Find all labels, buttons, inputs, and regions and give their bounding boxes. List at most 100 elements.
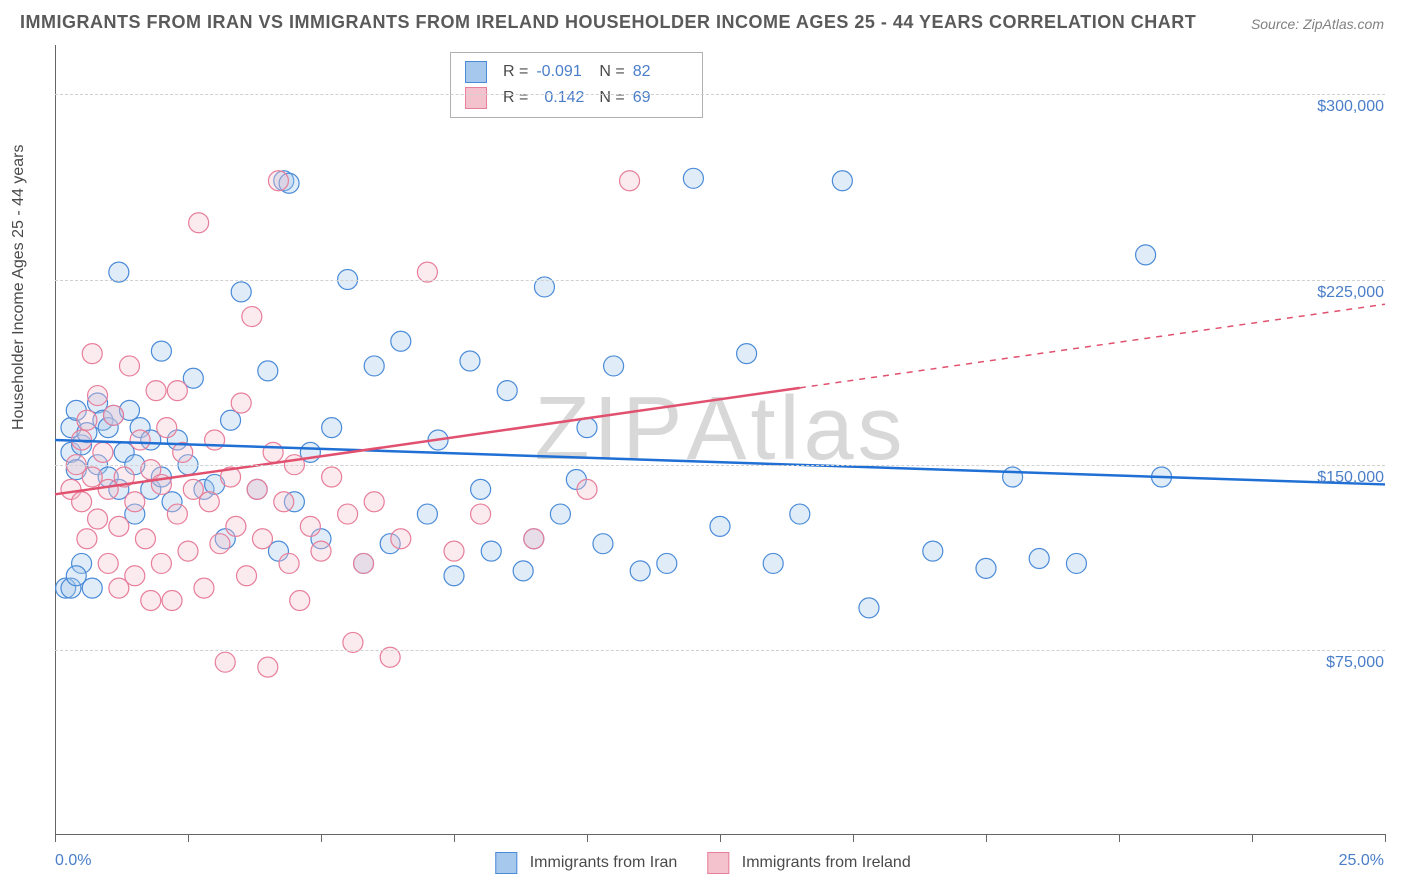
data-point bbox=[226, 516, 246, 536]
data-point bbox=[130, 430, 150, 450]
data-point bbox=[417, 504, 437, 524]
swatch-iran-icon bbox=[495, 852, 517, 874]
y-tick-label: $225,000 bbox=[1317, 284, 1384, 302]
swatch-iran-icon bbox=[465, 61, 487, 83]
data-point bbox=[104, 405, 124, 425]
y-tick-label: $300,000 bbox=[1317, 98, 1384, 116]
data-point bbox=[93, 442, 113, 462]
data-point bbox=[146, 381, 166, 401]
stats-row-ireland: R = 0.142 N = 69 bbox=[465, 85, 688, 111]
data-point bbox=[279, 553, 299, 573]
legend-item-ireland: Immigrants from Ireland bbox=[707, 852, 910, 874]
x-tick bbox=[720, 834, 721, 842]
data-point bbox=[141, 590, 161, 610]
data-point bbox=[151, 341, 171, 361]
data-point bbox=[1003, 467, 1023, 487]
x-tick bbox=[1385, 834, 1386, 842]
data-point bbox=[859, 598, 879, 618]
y-axis-label: Householder Income Ages 25 - 44 years bbox=[10, 145, 28, 431]
data-point bbox=[923, 541, 943, 561]
data-point bbox=[976, 558, 996, 578]
data-point bbox=[215, 652, 235, 672]
data-point bbox=[497, 381, 517, 401]
data-point bbox=[832, 171, 852, 191]
data-point bbox=[524, 529, 544, 549]
data-point bbox=[683, 168, 703, 188]
data-point bbox=[109, 516, 129, 536]
data-point bbox=[66, 566, 86, 586]
data-point bbox=[199, 492, 219, 512]
x-tick bbox=[321, 834, 322, 842]
trend-line bbox=[55, 440, 1385, 484]
x-tick bbox=[454, 834, 455, 842]
chart-title: IMMIGRANTS FROM IRAN VS IMMIGRANTS FROM … bbox=[20, 12, 1196, 33]
x-tick-label-min: 0.0% bbox=[55, 852, 91, 870]
x-tick bbox=[188, 834, 189, 842]
data-point bbox=[391, 529, 411, 549]
plot-svg bbox=[55, 45, 1385, 835]
data-point bbox=[290, 590, 310, 610]
data-point bbox=[311, 541, 331, 561]
data-point bbox=[167, 381, 187, 401]
data-point bbox=[109, 578, 129, 598]
data-point bbox=[577, 418, 597, 438]
stats-legend: R = -0.091 N = 82 R = 0.142 N = 69 bbox=[450, 52, 703, 118]
data-point bbox=[178, 541, 198, 561]
data-point bbox=[242, 307, 262, 327]
gridline bbox=[55, 94, 1385, 95]
n-value-iran: 82 bbox=[633, 59, 688, 85]
data-point bbox=[77, 529, 97, 549]
data-point bbox=[268, 171, 288, 191]
data-point bbox=[162, 590, 182, 610]
data-point bbox=[77, 410, 97, 430]
data-point bbox=[322, 418, 342, 438]
data-point bbox=[471, 479, 491, 499]
legend-item-iran: Immigrants from Iran bbox=[495, 852, 677, 874]
data-point bbox=[72, 492, 92, 512]
swatch-ireland-icon bbox=[465, 87, 487, 109]
data-point bbox=[763, 553, 783, 573]
data-point bbox=[630, 561, 650, 581]
data-point bbox=[151, 553, 171, 573]
data-point bbox=[481, 541, 501, 561]
data-point bbox=[513, 561, 533, 581]
x-tick bbox=[587, 834, 588, 842]
data-point bbox=[604, 356, 624, 376]
data-point bbox=[354, 553, 374, 573]
data-point bbox=[593, 534, 613, 554]
data-point bbox=[620, 171, 640, 191]
data-point bbox=[737, 344, 757, 364]
data-point bbox=[88, 509, 108, 529]
x-tick bbox=[1119, 834, 1120, 842]
data-point bbox=[263, 442, 283, 462]
data-point bbox=[82, 344, 102, 364]
trend-line-solid bbox=[55, 388, 800, 494]
data-point bbox=[790, 504, 810, 524]
data-point bbox=[274, 492, 294, 512]
data-point bbox=[1136, 245, 1156, 265]
source-attribution: Source: ZipAtlas.com bbox=[1251, 16, 1384, 32]
data-point bbox=[135, 529, 155, 549]
data-point bbox=[237, 566, 257, 586]
data-point bbox=[460, 351, 480, 371]
data-point bbox=[300, 516, 320, 536]
r-value-iran: -0.091 bbox=[536, 59, 591, 85]
data-point bbox=[444, 566, 464, 586]
x-tick-label-max: 25.0% bbox=[1339, 852, 1384, 870]
swatch-ireland-icon bbox=[707, 852, 729, 874]
data-point bbox=[231, 393, 251, 413]
gridline bbox=[55, 465, 1385, 466]
data-point bbox=[98, 553, 118, 573]
gridline bbox=[55, 650, 1385, 651]
data-point bbox=[194, 578, 214, 598]
data-point bbox=[119, 356, 139, 376]
data-point bbox=[167, 504, 187, 524]
data-point bbox=[205, 430, 225, 450]
data-point bbox=[364, 492, 384, 512]
data-point bbox=[210, 534, 230, 554]
y-tick-label: $150,000 bbox=[1317, 469, 1384, 487]
data-point bbox=[391, 331, 411, 351]
x-tick bbox=[986, 834, 987, 842]
data-point bbox=[231, 282, 251, 302]
x-tick bbox=[1252, 834, 1253, 842]
